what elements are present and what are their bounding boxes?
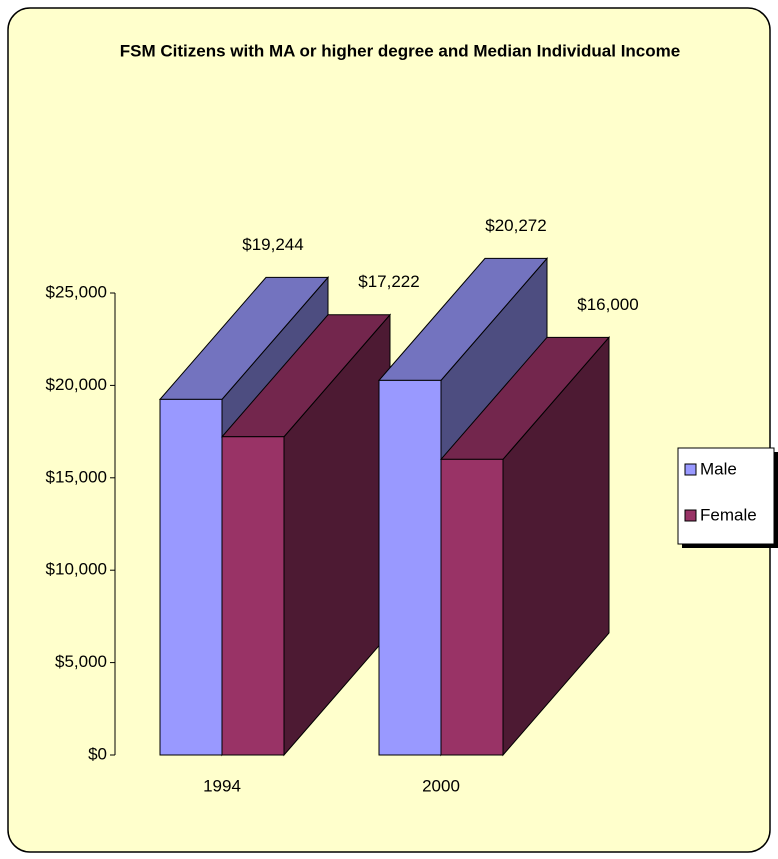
data-label: $20,272 [485, 216, 546, 235]
y-tick-label: $5,000 [55, 652, 107, 671]
legend [677, 447, 775, 545]
bar [440, 458, 504, 756]
legend-label: Female [700, 505, 757, 524]
y-tick-label: $25,000 [46, 282, 107, 301]
y-tick-label: $0 [88, 744, 107, 763]
x-tick-label: 1994 [203, 776, 241, 795]
legend-swatch [684, 463, 697, 476]
y-tick-label: $15,000 [46, 467, 107, 486]
bar [221, 436, 285, 756]
x-tick-label: 2000 [422, 776, 460, 795]
data-label: $19,244 [242, 235, 303, 254]
y-tick-label: $20,000 [46, 375, 107, 394]
chart-title: FSM Citizens with MA or higher degree an… [120, 41, 680, 60]
bar [159, 398, 223, 756]
y-tick-label: $10,000 [46, 560, 107, 579]
bar [378, 379, 442, 756]
data-label: $16,000 [577, 295, 638, 314]
legend-label: Male [700, 459, 737, 478]
data-label: $17,222 [358, 272, 419, 291]
legend-swatch [684, 509, 697, 522]
